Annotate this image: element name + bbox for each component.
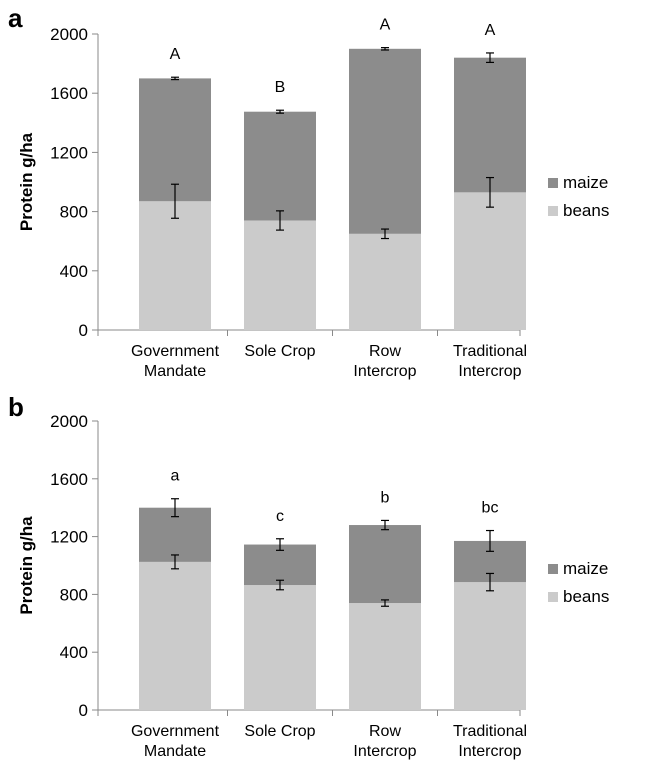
significance-letter: b xyxy=(381,489,390,506)
x-tick-label: Traditional xyxy=(453,723,527,740)
x-tick-label: Row xyxy=(369,343,401,360)
significance-letter: A xyxy=(170,46,181,63)
bar-beans xyxy=(349,233,421,330)
x-tick-label: Sole Crop xyxy=(244,723,315,740)
y-tick-label: 2000 xyxy=(50,412,88,431)
significance-letter: B xyxy=(275,79,286,96)
y-axis-label: Protein g/ha xyxy=(17,516,36,615)
x-tick-label: Mandate xyxy=(144,363,206,380)
y-tick-label: 1600 xyxy=(50,84,88,103)
bar-maize xyxy=(454,57,526,193)
bar-beans xyxy=(244,585,316,710)
legend-swatch-beans xyxy=(548,206,558,216)
bar-beans xyxy=(454,582,526,710)
bar-maize xyxy=(244,544,316,586)
legend-label-beans: beans xyxy=(563,587,609,606)
y-tick-label: 0 xyxy=(79,701,88,720)
x-tick-label: Government xyxy=(131,343,220,360)
bar-maize xyxy=(349,525,421,604)
y-tick-label: 1200 xyxy=(50,528,88,547)
bar-beans xyxy=(244,220,316,330)
legend-label-maize: maize xyxy=(563,559,608,578)
y-tick-label: 800 xyxy=(60,203,88,222)
bar-maize xyxy=(139,78,211,202)
y-tick-label: 800 xyxy=(60,585,88,604)
y-tick-label: 0 xyxy=(79,321,88,340)
x-tick-label: Intercrop xyxy=(353,743,416,760)
x-tick-label: Sole Crop xyxy=(244,343,315,360)
panel-a: a 0 400 800 1200 1600 2000 Protein g/ha A Govern… xyxy=(8,3,609,380)
bar-maize xyxy=(244,111,316,221)
y-tick-label: 1200 xyxy=(50,143,88,162)
panel-letter-b: b xyxy=(8,392,24,422)
bar-beans xyxy=(349,603,421,710)
bar-beans xyxy=(139,561,211,710)
y-tick-label: 400 xyxy=(60,643,88,662)
bar-beans xyxy=(139,201,211,330)
x-tick-label: Intercrop xyxy=(458,363,521,380)
y-axis-label: Protein g/ha xyxy=(17,132,36,231)
legend-swatch-maize xyxy=(548,178,558,188)
x-tick-label: Row xyxy=(369,723,401,740)
significance-letter: A xyxy=(485,22,496,39)
significance-letter: A xyxy=(380,17,391,34)
y-tick-label: 1600 xyxy=(50,470,88,489)
x-tick-label: Intercrop xyxy=(353,363,416,380)
legend-swatch-maize xyxy=(548,564,558,574)
x-tick-label: Government xyxy=(131,723,220,740)
significance-letter: c xyxy=(276,508,284,525)
panel-b: b 0 400 800 1200 1600 2000 Protein g/ha a Govern… xyxy=(8,392,609,760)
significance-letter: bc xyxy=(482,500,499,517)
legend-label-beans: beans xyxy=(563,201,609,220)
y-tick-label: 2000 xyxy=(50,25,88,44)
x-tick-label: Traditional xyxy=(453,343,527,360)
bar-beans xyxy=(454,192,526,330)
legend-label-maize: maize xyxy=(563,173,608,192)
significance-letter: a xyxy=(171,468,180,485)
x-tick-label: Intercrop xyxy=(458,743,521,760)
x-tick-label: Mandate xyxy=(144,743,206,760)
legend-swatch-beans xyxy=(548,592,558,602)
bar-maize xyxy=(349,48,421,234)
panel-letter-a: a xyxy=(8,3,23,33)
y-tick-label: 400 xyxy=(60,262,88,281)
